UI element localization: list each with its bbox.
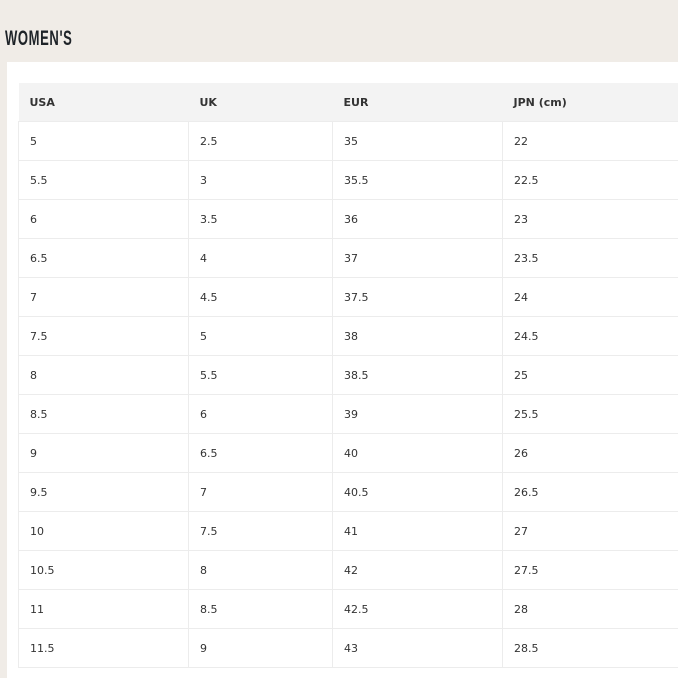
table-cell: 22 [502, 121, 678, 161]
table-cell: 25.5 [502, 394, 678, 434]
table-cell: 23.5 [502, 238, 678, 278]
table-cell: 4 [188, 238, 333, 278]
table-cell: 40.5 [332, 472, 503, 512]
table-row: 11 8.5 42.5 28 [18, 589, 678, 629]
size-chart-table: USA UK EUR JPN (cm) 5 2.5 35 22 5.5 3 35.5 22.5 6 3.… [18, 83, 678, 668]
table-cell: 24 [502, 277, 678, 317]
table-cell: 42 [332, 550, 503, 590]
table-cell: 6 [188, 394, 333, 434]
column-header: JPN (cm) [502, 83, 678, 122]
table-cell: 37.5 [332, 277, 503, 317]
table-cell: 42.5 [332, 589, 503, 629]
table-cell: 6.5 [188, 433, 333, 473]
table-cell: 4.5 [188, 277, 333, 317]
table-cell: 8 [18, 355, 189, 395]
table-row: 8 5.5 38.5 25 [18, 355, 678, 395]
table-cell: 23 [502, 199, 678, 239]
table-cell: 5 [18, 121, 189, 161]
table-cell: 38 [332, 316, 503, 356]
table-cell: 28.5 [502, 628, 678, 668]
table-cell: 9.5 [18, 472, 189, 512]
table-cell: 41 [332, 511, 503, 551]
table-header-row: USA UK EUR JPN (cm) [18, 83, 678, 122]
table-cell: 10 [18, 511, 189, 551]
table-row: 6 3.5 36 23 [18, 199, 678, 239]
table-cell: 7 [18, 277, 189, 317]
table-row: 7 4.5 37.5 24 [18, 277, 678, 317]
table-cell: 5 [188, 316, 333, 356]
table-row: 9 6.5 40 26 [18, 433, 678, 473]
table-cell: 38.5 [332, 355, 503, 395]
table-cell: 8 [188, 550, 333, 590]
table-row: 6.5 4 37 23.5 [18, 238, 678, 278]
table-cell: 27 [502, 511, 678, 551]
table-cell: 27.5 [502, 550, 678, 590]
table-row: 11.5 9 43 28.5 [18, 628, 678, 668]
table-cell: 43 [332, 628, 503, 668]
table-cell: 22.5 [502, 160, 678, 200]
table-cell: 6.5 [18, 238, 189, 278]
table-row: 10.5 8 42 27.5 [18, 550, 678, 590]
table-cell: 7 [188, 472, 333, 512]
table-cell: 26.5 [502, 472, 678, 512]
table-cell: 9 [18, 433, 189, 473]
column-header: USA [18, 83, 189, 122]
table-cell: 24.5 [502, 316, 678, 356]
table-row: 9.5 7 40.5 26.5 [18, 472, 678, 512]
table-row: 8.5 6 39 25.5 [18, 394, 678, 434]
table-cell: 39 [332, 394, 503, 434]
table-cell: 37 [332, 238, 503, 278]
table-cell: 36 [332, 199, 503, 239]
table-cell: 40 [332, 433, 503, 473]
table-cell: 35.5 [332, 160, 503, 200]
table-cell: 8.5 [188, 589, 333, 629]
table-cell: 2.5 [188, 121, 333, 161]
table-cell: 8.5 [18, 394, 189, 434]
table-cell: 10.5 [18, 550, 189, 590]
table-cell: 7.5 [188, 511, 333, 551]
table-cell: 26 [502, 433, 678, 473]
column-header: UK [188, 83, 333, 122]
table-cell: 3 [188, 160, 333, 200]
table-row: 5 2.5 35 22 [18, 121, 678, 161]
table-row: 10 7.5 41 27 [18, 511, 678, 551]
table-cell: 5.5 [188, 355, 333, 395]
table-cell: 6 [18, 199, 189, 239]
table-row: 7.5 5 38 24.5 [18, 316, 678, 356]
table-cell: 11 [18, 589, 189, 629]
table-cell: 25 [502, 355, 678, 395]
table-cell: 7.5 [18, 316, 189, 356]
table-cell: 28 [502, 589, 678, 629]
table-cell: 3.5 [188, 199, 333, 239]
table-row: 5.5 3 35.5 22.5 [18, 160, 678, 200]
table-cell: 9 [188, 628, 333, 668]
section-title: WOMEN'S [5, 27, 73, 50]
table-cell: 11.5 [18, 628, 189, 668]
table-cell: 5.5 [18, 160, 189, 200]
column-header: EUR [332, 83, 503, 122]
table-cell: 35 [332, 121, 503, 161]
